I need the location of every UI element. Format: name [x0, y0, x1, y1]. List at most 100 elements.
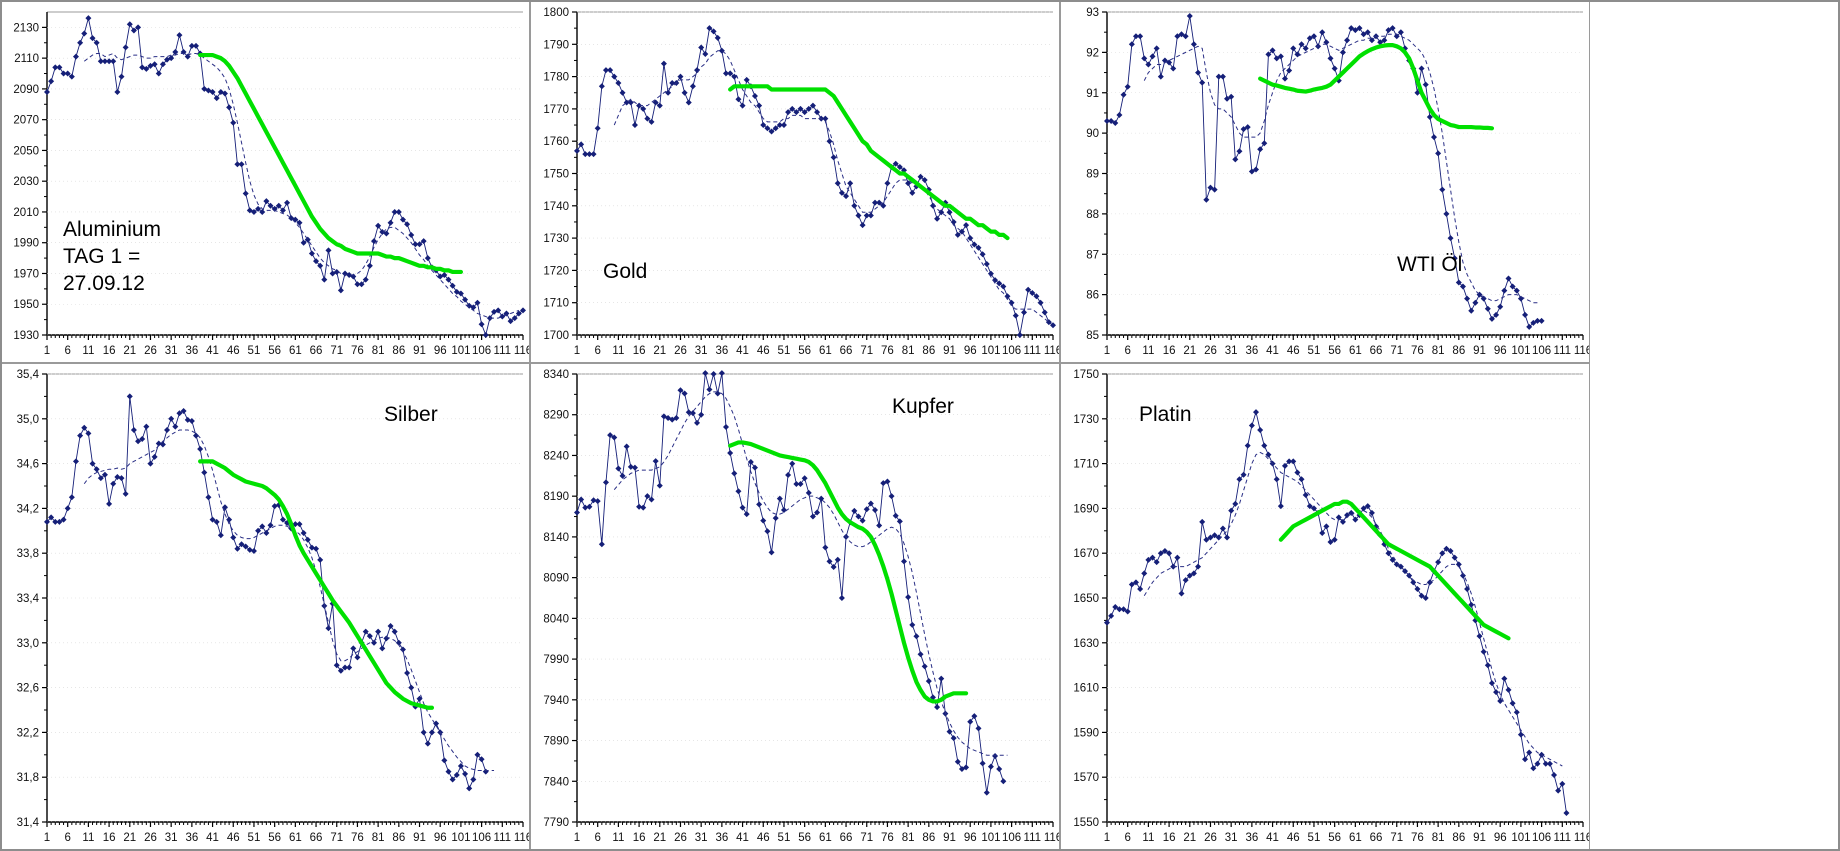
y-tick-label: 1650: [1073, 593, 1099, 605]
data-point-marker: [284, 199, 291, 206]
x-tick-label: 31: [165, 345, 178, 357]
data-point-marker: [640, 105, 647, 112]
data-point-marker: [1195, 563, 1202, 570]
data-point-marker: [950, 735, 957, 742]
data-point-marker: [826, 138, 833, 145]
data-point-marker: [106, 500, 113, 507]
data-point-marker: [975, 725, 982, 732]
data-point-marker: [1513, 709, 1520, 716]
data-point-marker: [892, 512, 899, 519]
data-point-marker: [337, 287, 344, 294]
data-point-marker: [1265, 451, 1272, 458]
data-point-marker: [366, 262, 373, 269]
data-point-marker: [706, 386, 713, 393]
data-point-marker: [689, 83, 696, 90]
data-point-marker: [197, 446, 204, 453]
data-point-marker: [1232, 156, 1239, 163]
y-tick-label: 1750: [543, 169, 569, 181]
x-tick-label: 31: [695, 832, 708, 844]
data-point-marker: [1319, 530, 1326, 537]
data-point-marker: [1186, 572, 1193, 579]
data-point-marker: [694, 419, 701, 426]
data-point-marker: [867, 212, 874, 219]
data-point-marker: [698, 411, 705, 418]
data-point-marker: [122, 490, 129, 497]
data-point-marker: [230, 119, 237, 126]
data-point-marker: [354, 654, 361, 661]
y-tick-label: 2130: [13, 22, 39, 34]
x-tick-label: 56: [798, 345, 811, 357]
data-point-marker: [263, 198, 270, 205]
x-tick-label: 1: [574, 345, 580, 357]
data-point-marker: [921, 176, 928, 183]
series-moving-average: [728, 440, 969, 704]
data-point-marker: [615, 465, 622, 472]
data-point-marker: [164, 427, 171, 433]
data-point-marker: [193, 432, 200, 439]
y-tick-label: 1770: [543, 104, 569, 116]
data-point-marker: [205, 494, 212, 501]
x-tick-label: 56: [1328, 345, 1341, 357]
data-point-marker: [1459, 283, 1466, 290]
data-point-marker: [1488, 680, 1495, 687]
data-point-marker: [925, 678, 932, 685]
chart-title-platin: Platin: [1139, 403, 1192, 426]
y-tick-label: 32,6: [17, 683, 39, 695]
y-tick-label: 32,2: [17, 727, 39, 739]
data-point-marker: [267, 202, 274, 209]
x-tick-label: 36: [185, 832, 198, 844]
x-tick-label: 66: [840, 345, 853, 357]
y-tick-label: 1790: [543, 39, 569, 51]
data-point-marker: [727, 70, 734, 77]
data-point-marker: [387, 219, 394, 226]
data-point-marker: [1319, 29, 1326, 36]
data-point-marker: [420, 729, 427, 736]
data-point-marker: [1108, 118, 1115, 125]
x-tick-label: 61: [289, 832, 302, 844]
data-point-marker: [379, 645, 386, 652]
data-point-marker: [847, 180, 854, 187]
data-point-marker: [636, 503, 643, 510]
data-point-marker: [1426, 579, 1433, 586]
data-point-marker: [987, 270, 994, 277]
data-point-marker: [884, 180, 891, 187]
data-point-marker: [486, 315, 493, 322]
x-tick-label: 46: [227, 345, 240, 357]
data-point-marker: [1555, 787, 1562, 794]
data-point-marker: [321, 276, 328, 283]
series-price-line: [1107, 15, 1542, 328]
data-point-marker: [1443, 210, 1450, 217]
panel-wti-oel: 85 86 87 88 89 90 91 92 93 1 6 11 16 21 26 31 36 41 46 51 56…: [1060, 0, 1590, 363]
data-point-marker: [1166, 550, 1173, 557]
data-point-marker: [1310, 505, 1317, 512]
data-point-marker: [805, 489, 812, 496]
data-point-marker: [1124, 83, 1131, 90]
data-point-marker: [1137, 586, 1144, 593]
data-point-marker: [1381, 37, 1388, 44]
panel-gold: 1700 1710 1720 1730 1740 1750 1760 1770 1780 1790…: [530, 0, 1060, 363]
data-point-marker: [445, 276, 452, 283]
data-point-marker: [1517, 295, 1524, 302]
data-point-marker: [176, 410, 183, 417]
x-tick-label: 66: [840, 832, 853, 844]
y-tick-label: 7840: [543, 776, 569, 788]
data-point-marker: [627, 463, 634, 470]
x-tick-label: 86: [1452, 832, 1465, 844]
data-point-marker: [1236, 148, 1243, 155]
data-point-marker: [797, 480, 804, 487]
data-point-marker: [1493, 689, 1500, 696]
x-tick-label: 101: [451, 832, 470, 844]
x-tick-label: 66: [1370, 832, 1383, 844]
y-tick-label: 7990: [543, 654, 569, 666]
data-point-marker: [1141, 55, 1148, 62]
data-point-marker: [843, 193, 850, 200]
x-tick-label: 71: [860, 345, 873, 357]
data-point-marker: [1484, 305, 1491, 312]
data-point-marker: [44, 518, 50, 525]
data-point-marker: [838, 595, 845, 601]
data-point-marker: [644, 115, 651, 122]
data-point-marker: [44, 88, 50, 95]
data-point-marker: [106, 58, 113, 65]
data-point-marker: [863, 506, 870, 513]
x-tick-label: 76: [351, 832, 364, 844]
